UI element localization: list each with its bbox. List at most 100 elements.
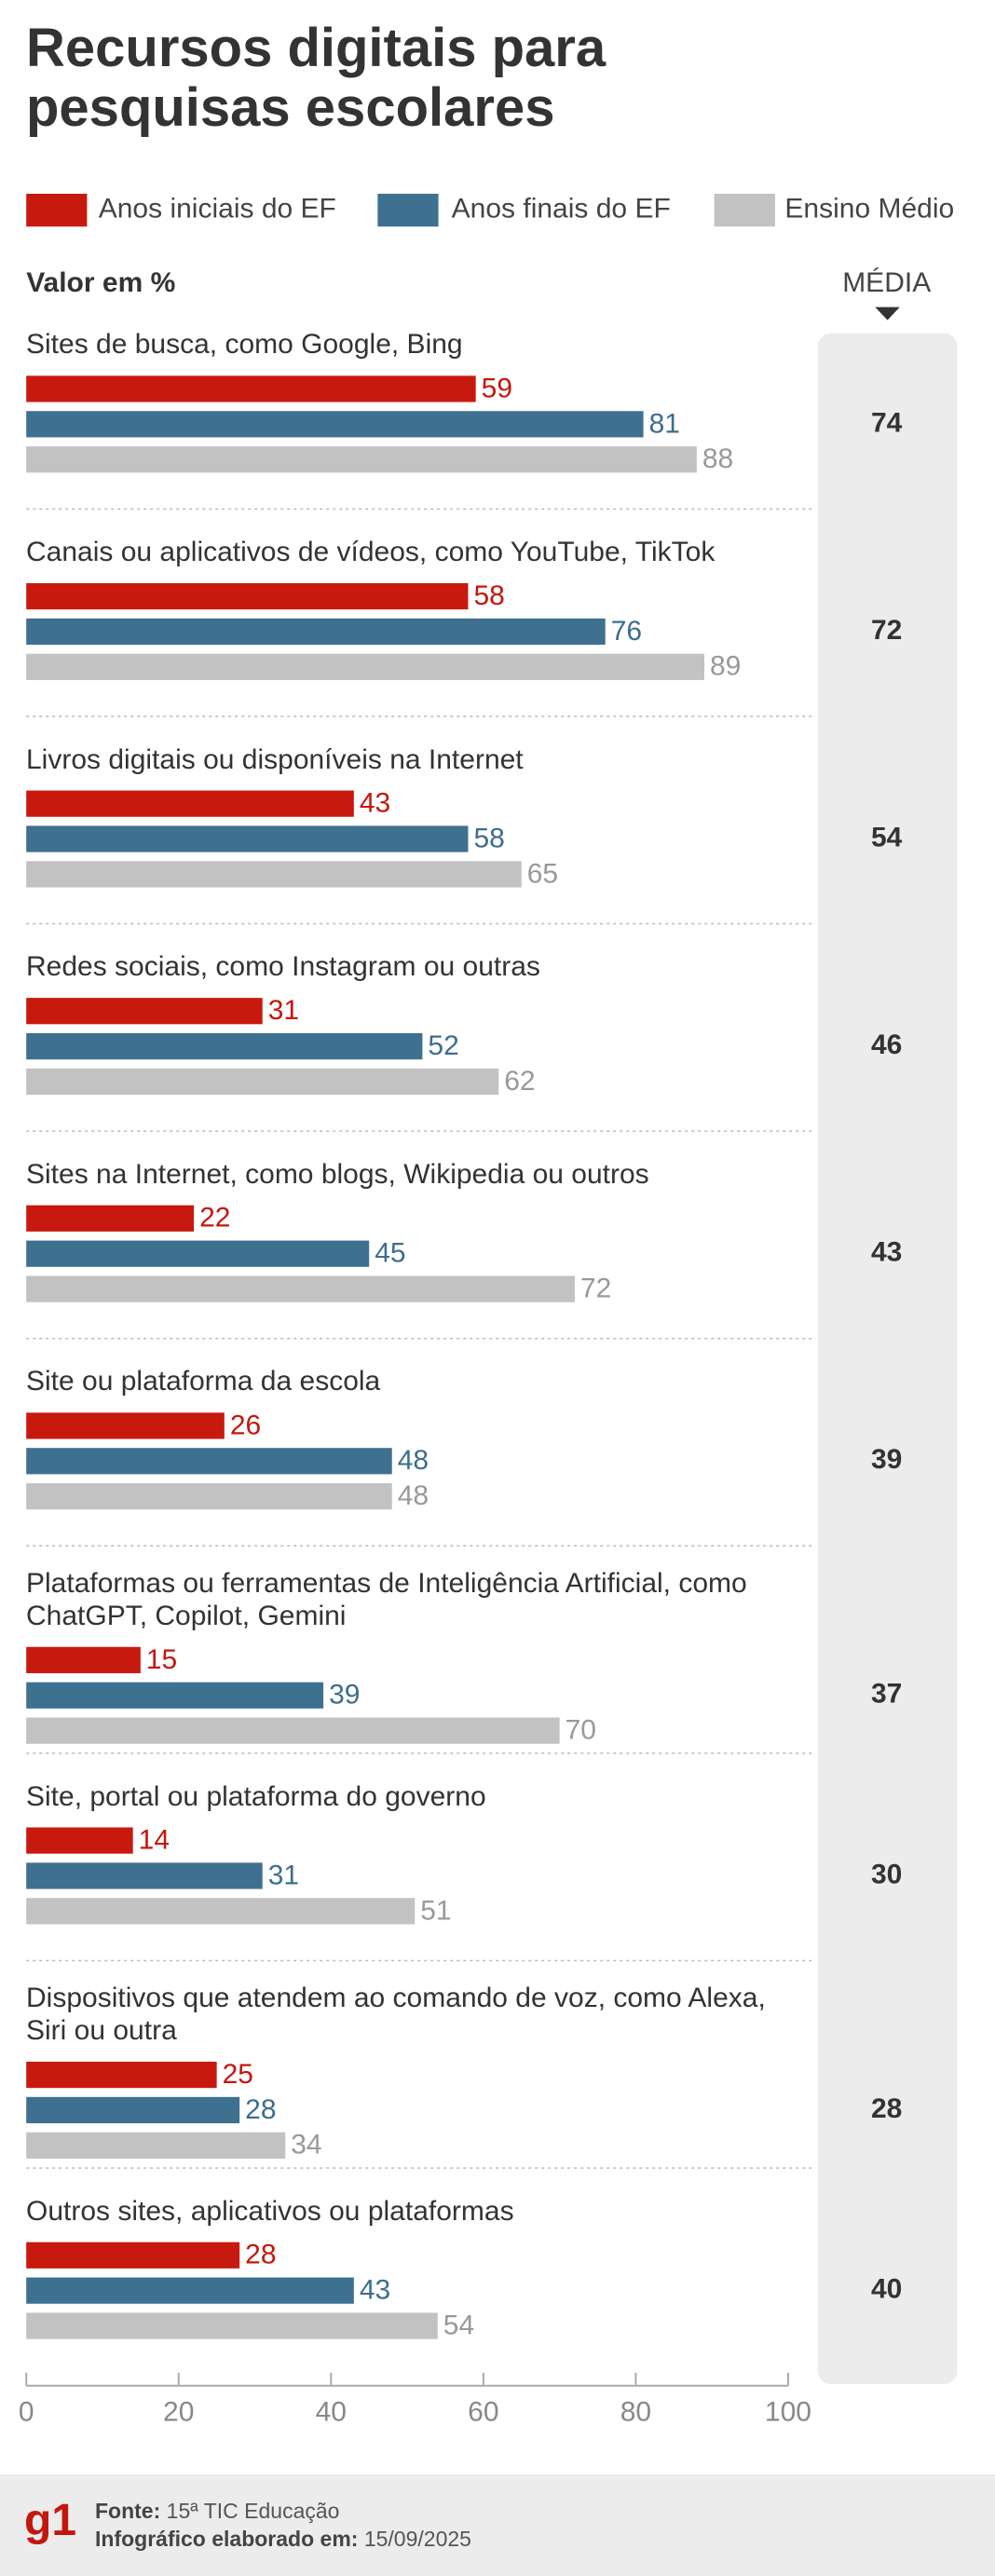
value-label: 76	[611, 616, 642, 647]
value-label: 81	[649, 408, 680, 439]
value-label: 72	[580, 1274, 611, 1304]
bar	[26, 1862, 263, 1889]
value-label: 52	[428, 1030, 458, 1061]
value-label: 31	[268, 1860, 299, 1890]
value-label: 58	[473, 823, 504, 853]
bar	[26, 446, 697, 473]
legend-swatch	[26, 193, 88, 227]
average-value: 40	[871, 2274, 902, 2305]
value-label: 26	[230, 1410, 261, 1440]
bar	[26, 2242, 240, 2269]
category-label: Site, portal ou plataforma do governo	[26, 1780, 486, 1812]
category-label: Sites na Internet, como blogs, Wikipedia…	[26, 1158, 649, 1190]
value-label: 25	[223, 2059, 253, 2090]
legend-swatch	[377, 193, 439, 227]
bar	[26, 1682, 324, 1709]
bar	[26, 1483, 392, 1510]
value-label: 54	[443, 2310, 474, 2340]
category-label: Livros digitais ou disponíveis na Intern…	[26, 743, 524, 775]
bar	[26, 1240, 370, 1267]
bar	[26, 1068, 499, 1096]
average-value: 28	[871, 2093, 902, 2124]
category-label: Site ou plataforma da escola	[26, 1366, 381, 1397]
bar	[26, 825, 469, 852]
date-line: Infográfico elaborado em: 15/09/2025	[95, 2527, 471, 2552]
bar	[26, 375, 476, 402]
value-label: 88	[702, 443, 733, 474]
source: 15ª TIC Educação	[166, 2499, 340, 2523]
average-value: 37	[871, 1679, 902, 1710]
x-tick-label: 0	[19, 2397, 34, 2428]
value-label: 58	[473, 580, 504, 611]
bar	[26, 1033, 423, 1060]
value-label: 48	[398, 1480, 429, 1511]
x-tick-label: 40	[316, 2397, 347, 2428]
value-axis-label: Valor em %	[26, 267, 175, 298]
value-label: 45	[375, 1238, 405, 1269]
bar	[26, 1275, 575, 1302]
value-label: 15	[146, 1644, 177, 1675]
value-label: 48	[398, 1445, 429, 1476]
value-label: 65	[527, 858, 558, 889]
bar	[26, 1448, 392, 1475]
average-value: 43	[871, 1237, 902, 1268]
x-tick-label: 60	[468, 2397, 498, 2428]
legend-swatch	[714, 193, 775, 227]
value-label: 14	[139, 1825, 170, 1856]
bar	[26, 1205, 195, 1232]
date: 15/09/2025	[363, 2527, 471, 2551]
bar	[26, 1717, 560, 1744]
average-value: 46	[871, 1029, 902, 1060]
bar	[26, 2096, 240, 2124]
x-tick-label: 80	[620, 2397, 651, 2428]
value-label: 34	[291, 2130, 321, 2160]
bar	[26, 582, 469, 610]
bar	[26, 2312, 438, 2339]
bar	[26, 1898, 416, 1925]
bar	[26, 2132, 286, 2159]
legend-label: Anos finais do EF	[452, 194, 671, 225]
category-label: Plataformas ou ferramentas de Inteligênc…	[26, 1567, 747, 1631]
legend-label: Anos iniciais do EF	[99, 194, 336, 225]
bar	[26, 861, 522, 888]
bar	[26, 1412, 225, 1439]
value-label: 43	[360, 788, 390, 819]
category-label: Outros sites, aplicativos ou plataformas	[26, 2195, 514, 2227]
value-label: 70	[566, 1715, 596, 1746]
average-arrow	[875, 307, 900, 320]
bar	[26, 411, 644, 438]
value-label: 89	[710, 651, 741, 682]
bar	[26, 1646, 141, 1673]
footer: g1 Fonte: 15ª TIC Educação Infográfico e…	[0, 2474, 995, 2576]
category-label: Canais ou aplicativos de vídeos, como Yo…	[26, 537, 716, 568]
value-label: 22	[199, 1203, 230, 1233]
x-tick-label: 100	[765, 2397, 811, 2428]
average-value: 30	[871, 1859, 902, 1889]
average-header: MÉDIA	[842, 267, 931, 298]
average-value: 72	[871, 615, 902, 646]
average-value: 74	[871, 407, 903, 438]
bar	[26, 2277, 354, 2304]
bar	[26, 998, 263, 1025]
date-label: Infográfico elaborado em:	[95, 2527, 359, 2551]
value-label: 51	[420, 1895, 451, 1926]
bar	[26, 1827, 133, 1854]
x-tick-label: 20	[163, 2397, 194, 2428]
value-label: 59	[482, 373, 512, 403]
bar	[26, 653, 704, 680]
value-label: 28	[245, 2240, 276, 2270]
value-label: 39	[329, 1680, 360, 1711]
value-label: 28	[245, 2094, 276, 2125]
average-value: 39	[871, 1444, 902, 1475]
category-label: Sites de busca, como Google, Bing	[26, 329, 463, 361]
logo: g1	[24, 2496, 77, 2545]
value-label: 62	[504, 1066, 535, 1097]
bar	[26, 790, 354, 817]
category-label: Redes sociais, como Instagram ou outras	[26, 951, 540, 983]
bar	[26, 2061, 217, 2089]
average-panel	[817, 333, 958, 2385]
bar	[26, 618, 606, 646]
source-label: Fonte:	[95, 2499, 161, 2523]
